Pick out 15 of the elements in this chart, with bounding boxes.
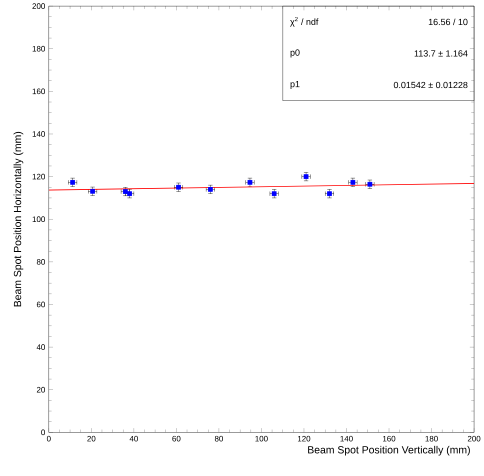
annotation: p1 [290, 80, 300, 89]
annotation: 0.01542 ± 0.01228 [394, 82, 468, 88]
x-axis-title: Beam Spot Position Vertically (mm) [308, 446, 470, 456]
y-axis-title: Beam Spot Position Horizontally (mm) [14, 132, 24, 306]
point [248, 180, 252, 185]
annotation: χ$^{2}$ / ndf [290, 16, 318, 27]
point [90, 188, 95, 194]
annotation: 113.7 ± 1.164 [414, 50, 468, 56]
point [70, 180, 76, 185]
point [272, 191, 277, 196]
point [367, 182, 372, 187]
annotation: 16.56 / 10 [428, 18, 468, 26]
annotation: p0 [290, 49, 300, 58]
point [350, 180, 356, 185]
point [208, 186, 213, 192]
